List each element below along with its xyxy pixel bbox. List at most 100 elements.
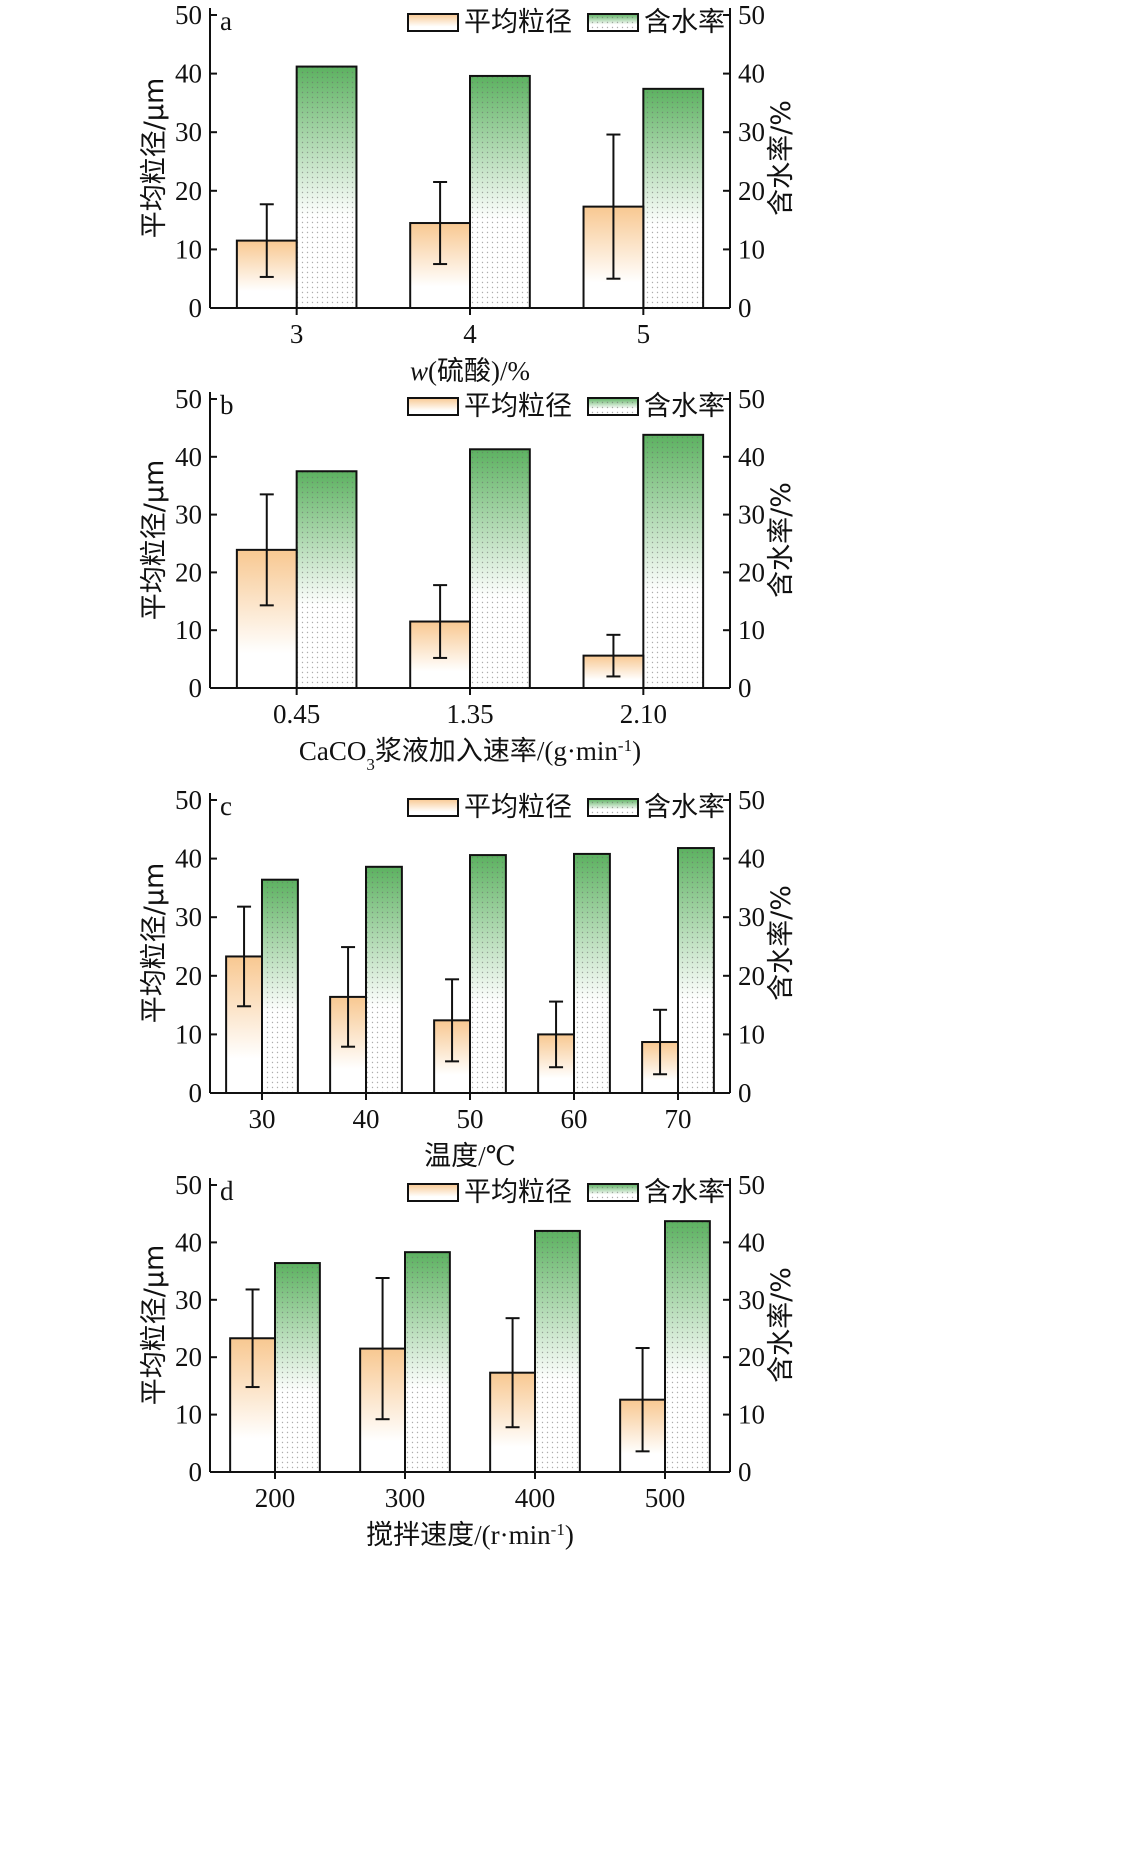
water-bar-outline (664, 1220, 711, 1473)
x-axis-title-part: -1 (551, 1520, 565, 1539)
left-tick-label: 40 (175, 844, 202, 874)
right-tick-label: 10 (738, 1400, 765, 1430)
legend-label-water: 含水率 (644, 391, 725, 422)
left-tick-label: 0 (189, 673, 203, 703)
left-tick-label: 40 (175, 59, 202, 89)
right-axis-title: 含水率/% (766, 1267, 797, 1383)
x-axis-title-part: CaCO (299, 736, 367, 766)
x-tick-label: 1.35 (446, 699, 493, 729)
water-bar-outline (295, 65, 358, 310)
water-bar-outline (677, 847, 715, 1094)
left-tick-label: 50 (175, 384, 202, 414)
x-tick-label: 70 (665, 1104, 692, 1134)
right-tick-label: 0 (738, 673, 752, 703)
panel-letter: c (220, 791, 232, 821)
x-tick-label: 50 (457, 1104, 484, 1134)
right-tick-label: 0 (738, 1078, 752, 1108)
left-tick-label: 0 (189, 293, 203, 323)
left-tick-label: 10 (175, 234, 202, 264)
x-tick-label: 0.45 (273, 699, 320, 729)
x-axis-title-part: 3 (366, 755, 375, 774)
left-tick-label: 0 (189, 1078, 203, 1108)
x-axis-title: 搅拌速度/(r·min-1) (366, 1520, 574, 1551)
legend-swatch-water-outline (587, 13, 639, 32)
right-tick-label: 50 (738, 785, 765, 815)
x-axis-title-part: 浆液加入速率/(g·min (375, 736, 618, 766)
right-tick-label: 20 (738, 176, 765, 206)
chart-panel-c: 30 40 50 60 70 0 0 10 10 20 20 30 30 40 40 50 50 平均粒径/μm 含… (139, 785, 797, 1171)
left-tick-label: 10 (175, 1019, 202, 1049)
panel-letter: b (220, 390, 234, 420)
left-tick-label: 40 (175, 442, 202, 472)
right-tick-label: 30 (738, 1285, 765, 1315)
left-tick-label: 40 (175, 1227, 202, 1257)
left-tick-label: 30 (175, 500, 202, 530)
left-axis-title: 平均粒径/μm (139, 863, 170, 1024)
water-bar-outline (469, 854, 507, 1094)
x-tick-label: 3 (290, 319, 304, 349)
x-axis-title-part: -1 (618, 736, 632, 755)
left-tick-label: 20 (175, 557, 202, 587)
water-bar-outline (274, 1262, 321, 1473)
legend-label-water: 含水率 (644, 7, 725, 38)
left-tick-label: 10 (175, 615, 202, 645)
right-tick-label: 40 (738, 442, 765, 472)
legend-label-size: 平均粒径 (464, 1177, 572, 1208)
right-tick-label: 50 (738, 1170, 765, 1200)
x-axis-title-part: (硫酸)/% (428, 356, 530, 386)
left-tick-label: 50 (175, 785, 202, 815)
left-axis-title: 平均粒径/μm (139, 460, 170, 621)
water-bar-outline (642, 87, 705, 309)
water-bar-outline (404, 1251, 451, 1473)
x-tick-label: 2.10 (620, 699, 667, 729)
right-tick-label: 20 (738, 1342, 765, 1372)
left-tick-label: 20 (175, 176, 202, 206)
legend-swatch-water-outline (587, 1183, 639, 1202)
x-tick-label: 30 (249, 1104, 276, 1134)
panel-letter: d (220, 1176, 234, 1206)
x-tick-label: 60 (561, 1104, 588, 1134)
right-tick-label: 20 (738, 557, 765, 587)
panel-letter: a (220, 6, 232, 36)
left-tick-label: 50 (175, 1170, 202, 1200)
x-tick-label: 40 (353, 1104, 380, 1134)
right-axis-title: 含水率/% (766, 100, 797, 216)
legend-label-size: 平均粒径 (464, 391, 572, 422)
x-tick-label: 500 (645, 1483, 686, 1513)
legend-swatch-size (407, 798, 459, 817)
right-tick-label: 30 (738, 902, 765, 932)
water-bar-outline (295, 470, 358, 689)
right-tick-label: 30 (738, 500, 765, 530)
legend-swatch-size (407, 1183, 459, 1202)
x-axis-title-part: ) (632, 736, 641, 766)
legend-swatch-water-outline (587, 397, 639, 416)
legend-label-water: 含水率 (644, 792, 725, 823)
x-axis-title: w(硫酸)/% (410, 356, 530, 386)
left-axis-title: 平均粒径/μm (139, 1245, 170, 1406)
water-bar-outline (365, 865, 403, 1095)
x-tick-label: 5 (637, 319, 651, 349)
right-tick-label: 10 (738, 234, 765, 264)
right-tick-label: 40 (738, 59, 765, 89)
left-tick-label: 20 (175, 1342, 202, 1372)
left-tick-label: 30 (175, 1285, 202, 1315)
chart-panel-b: 0.45 1.35 2.10 0 0 10 10 20 20 30 30 40 40 50 50 平均粒径/μ… (139, 384, 797, 774)
right-tick-label: 40 (738, 1227, 765, 1257)
right-tick-label: 10 (738, 1019, 765, 1049)
legend-label-water: 含水率 (644, 1177, 725, 1208)
right-tick-label: 50 (738, 0, 765, 30)
x-tick-label: 400 (515, 1483, 556, 1513)
right-tick-label: 10 (738, 615, 765, 645)
left-axis-title: 平均粒径/μm (139, 78, 170, 239)
x-tick-label: 300 (385, 1483, 426, 1513)
x-axis-title-part: w (410, 356, 428, 386)
water-bar-outline (573, 852, 611, 1094)
left-tick-label: 10 (175, 1400, 202, 1430)
water-bar-outline (261, 878, 299, 1094)
water-bar-outline (469, 74, 531, 309)
legend-label-size: 平均粒径 (464, 792, 572, 823)
x-axis-title-part: ) (565, 1520, 574, 1550)
right-tick-label: 0 (738, 1457, 752, 1487)
